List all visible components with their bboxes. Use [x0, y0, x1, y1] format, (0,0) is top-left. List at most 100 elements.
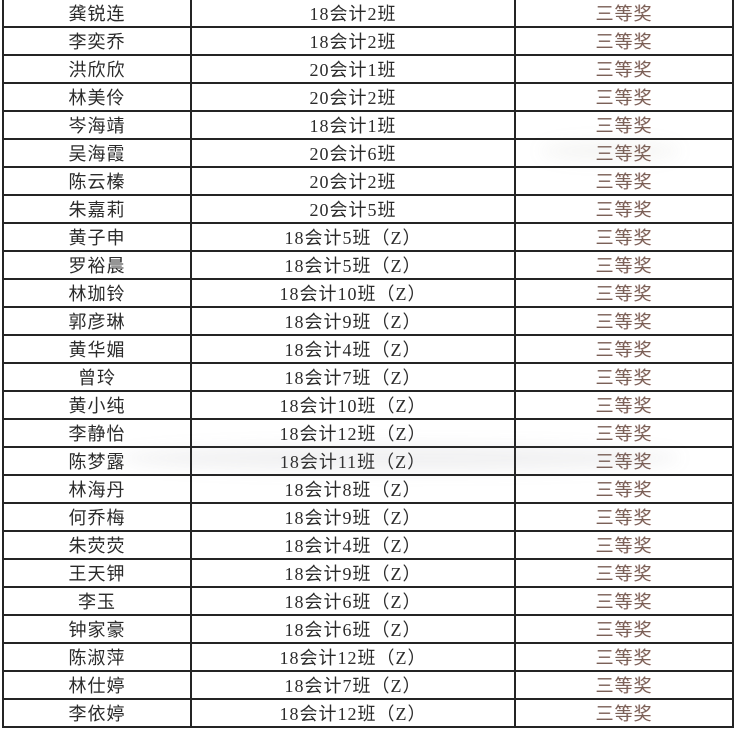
student-name-cell: 王天钾 [2, 558, 192, 588]
award-cell: 三等奖 [514, 586, 734, 616]
table-row: 林海丹 18会计8班（Z） 三等奖 [2, 474, 734, 504]
award-cell: 三等奖 [514, 530, 734, 560]
table-row: 曾玲 18会计7班（Z） 三等奖 [2, 362, 734, 392]
class-cell: 18会计6班（Z） [190, 614, 516, 644]
award-cell: 三等奖 [514, 82, 734, 112]
award-cell: 三等奖 [514, 614, 734, 644]
table-row: 朱嘉莉 20会计5班 三等奖 [2, 194, 734, 224]
student-name-cell: 吴海霞 [2, 138, 192, 168]
class-cell: 18会计10班（Z） [190, 278, 516, 308]
class-cell: 18会计9班（Z） [190, 502, 516, 532]
award-cell: 三等奖 [514, 334, 734, 364]
award-cell: 三等奖 [514, 278, 734, 308]
table-row: 李奕乔 18会计2班 三等奖 [2, 26, 734, 56]
student-name-cell: 林海丹 [2, 474, 192, 504]
award-cell: 三等奖 [514, 558, 734, 588]
class-cell: 20会计2班 [190, 82, 516, 112]
class-cell: 18会计4班（Z） [190, 530, 516, 560]
class-cell: 18会计10班（Z） [190, 390, 516, 420]
student-name-cell: 陈云榛 [2, 166, 192, 196]
class-cell: 20会计1班 [190, 54, 516, 84]
student-name-cell: 罗裕晨 [2, 250, 192, 280]
award-cell: 三等奖 [514, 446, 734, 476]
table-row: 陈云榛 20会计2班 三等奖 [2, 166, 734, 196]
award-cell: 三等奖 [514, 222, 734, 252]
student-name-cell: 钟家豪 [2, 614, 192, 644]
class-cell: 18会计5班（Z） [190, 250, 516, 280]
table-row: 龚锐连 18会计2班 三等奖 [2, 0, 734, 28]
student-name-cell: 郭彦琳 [2, 306, 192, 336]
table-row: 罗裕晨 18会计5班（Z） 三等奖 [2, 250, 734, 280]
table-row: 吴海霞 20会计6班 三等奖 [2, 138, 734, 168]
award-cell: 三等奖 [514, 362, 734, 392]
table-row: 岑海靖 18会计1班 三等奖 [2, 110, 734, 140]
award-cell: 三等奖 [514, 642, 734, 672]
class-cell: 18会计8班（Z） [190, 474, 516, 504]
student-name-cell: 李静怡 [2, 418, 192, 448]
student-name-cell: 陈梦露 [2, 446, 192, 476]
class-cell: 18会计9班（Z） [190, 558, 516, 588]
class-cell: 18会计12班（Z） [190, 698, 516, 728]
table-row: 何乔梅 18会计9班（Z） 三等奖 [2, 502, 734, 532]
class-cell: 18会计9班（Z） [190, 306, 516, 336]
table-row: 林仕婷 18会计7班（Z） 三等奖 [2, 670, 734, 700]
student-name-cell: 林仕婷 [2, 670, 192, 700]
table-row: 钟家豪 18会计6班（Z） 三等奖 [2, 614, 734, 644]
award-cell: 三等奖 [514, 26, 734, 56]
class-cell: 18会计2班 [190, 26, 516, 56]
student-name-cell: 黄小纯 [2, 390, 192, 420]
award-cell: 三等奖 [514, 250, 734, 280]
award-cell: 三等奖 [514, 194, 734, 224]
student-name-cell: 曾玲 [2, 362, 192, 392]
student-name-cell: 陈淑萍 [2, 642, 192, 672]
student-name-cell: 朱荧荧 [2, 530, 192, 560]
award-cell: 三等奖 [514, 306, 734, 336]
class-cell: 20会计2班 [190, 166, 516, 196]
class-cell: 18会计6班（Z） [190, 586, 516, 616]
class-cell: 20会计5班 [190, 194, 516, 224]
student-name-cell: 林美伶 [2, 82, 192, 112]
table-row: 洪欣欣 20会计1班 三等奖 [2, 54, 734, 84]
class-cell: 18会计2班 [190, 0, 516, 28]
class-cell: 18会计7班（Z） [190, 362, 516, 392]
award-cell: 三等奖 [514, 0, 734, 28]
table-row: 郭彦琳 18会计9班（Z） 三等奖 [2, 306, 734, 336]
table-row: 黄华媚 18会计4班（Z） 三等奖 [2, 334, 734, 364]
award-cell: 三等奖 [514, 166, 734, 196]
student-name-cell: 黄子申 [2, 222, 192, 252]
award-cell: 三等奖 [514, 474, 734, 504]
class-cell: 18会计4班（Z） [190, 334, 516, 364]
class-cell: 18会计12班（Z） [190, 642, 516, 672]
table-row: 李玉 18会计6班（Z） 三等奖 [2, 586, 734, 616]
student-name-cell: 龚锐连 [2, 0, 192, 28]
table-row: 林珈铃 18会计10班（Z） 三等奖 [2, 278, 734, 308]
award-cell: 三等奖 [514, 418, 734, 448]
award-cell: 三等奖 [514, 670, 734, 700]
table-row: 王天钾 18会计9班（Z） 三等奖 [2, 558, 734, 588]
class-cell: 18会计5班（Z） [190, 222, 516, 252]
student-name-cell: 朱嘉莉 [2, 194, 192, 224]
award-cell: 三等奖 [514, 698, 734, 728]
award-cell: 三等奖 [514, 502, 734, 532]
student-name-cell: 洪欣欣 [2, 54, 192, 84]
award-cell: 三等奖 [514, 390, 734, 420]
award-cell: 三等奖 [514, 138, 734, 168]
table-row: 李静怡 18会计12班（Z） 三等奖 [2, 418, 734, 448]
class-cell: 18会计12班（Z） [190, 418, 516, 448]
student-name-cell: 何乔梅 [2, 502, 192, 532]
student-name-cell: 李奕乔 [2, 26, 192, 56]
award-cell: 三等奖 [514, 110, 734, 140]
table-row: 黄子申 18会计5班（Z） 三等奖 [2, 222, 734, 252]
class-cell: 18会计1班 [190, 110, 516, 140]
table-row: 陈梦露 18会计11班（Z） 三等奖 [2, 446, 734, 476]
student-name-cell: 李依婷 [2, 698, 192, 728]
class-cell: 18会计11班（Z） [190, 446, 516, 476]
student-name-cell: 李玉 [2, 586, 192, 616]
student-name-cell: 岑海靖 [2, 110, 192, 140]
class-cell: 18会计7班（Z） [190, 670, 516, 700]
student-name-cell: 黄华媚 [2, 334, 192, 364]
table-row: 李依婷 18会计12班（Z） 三等奖 [2, 698, 734, 728]
table-row: 陈淑萍 18会计12班（Z） 三等奖 [2, 642, 734, 672]
